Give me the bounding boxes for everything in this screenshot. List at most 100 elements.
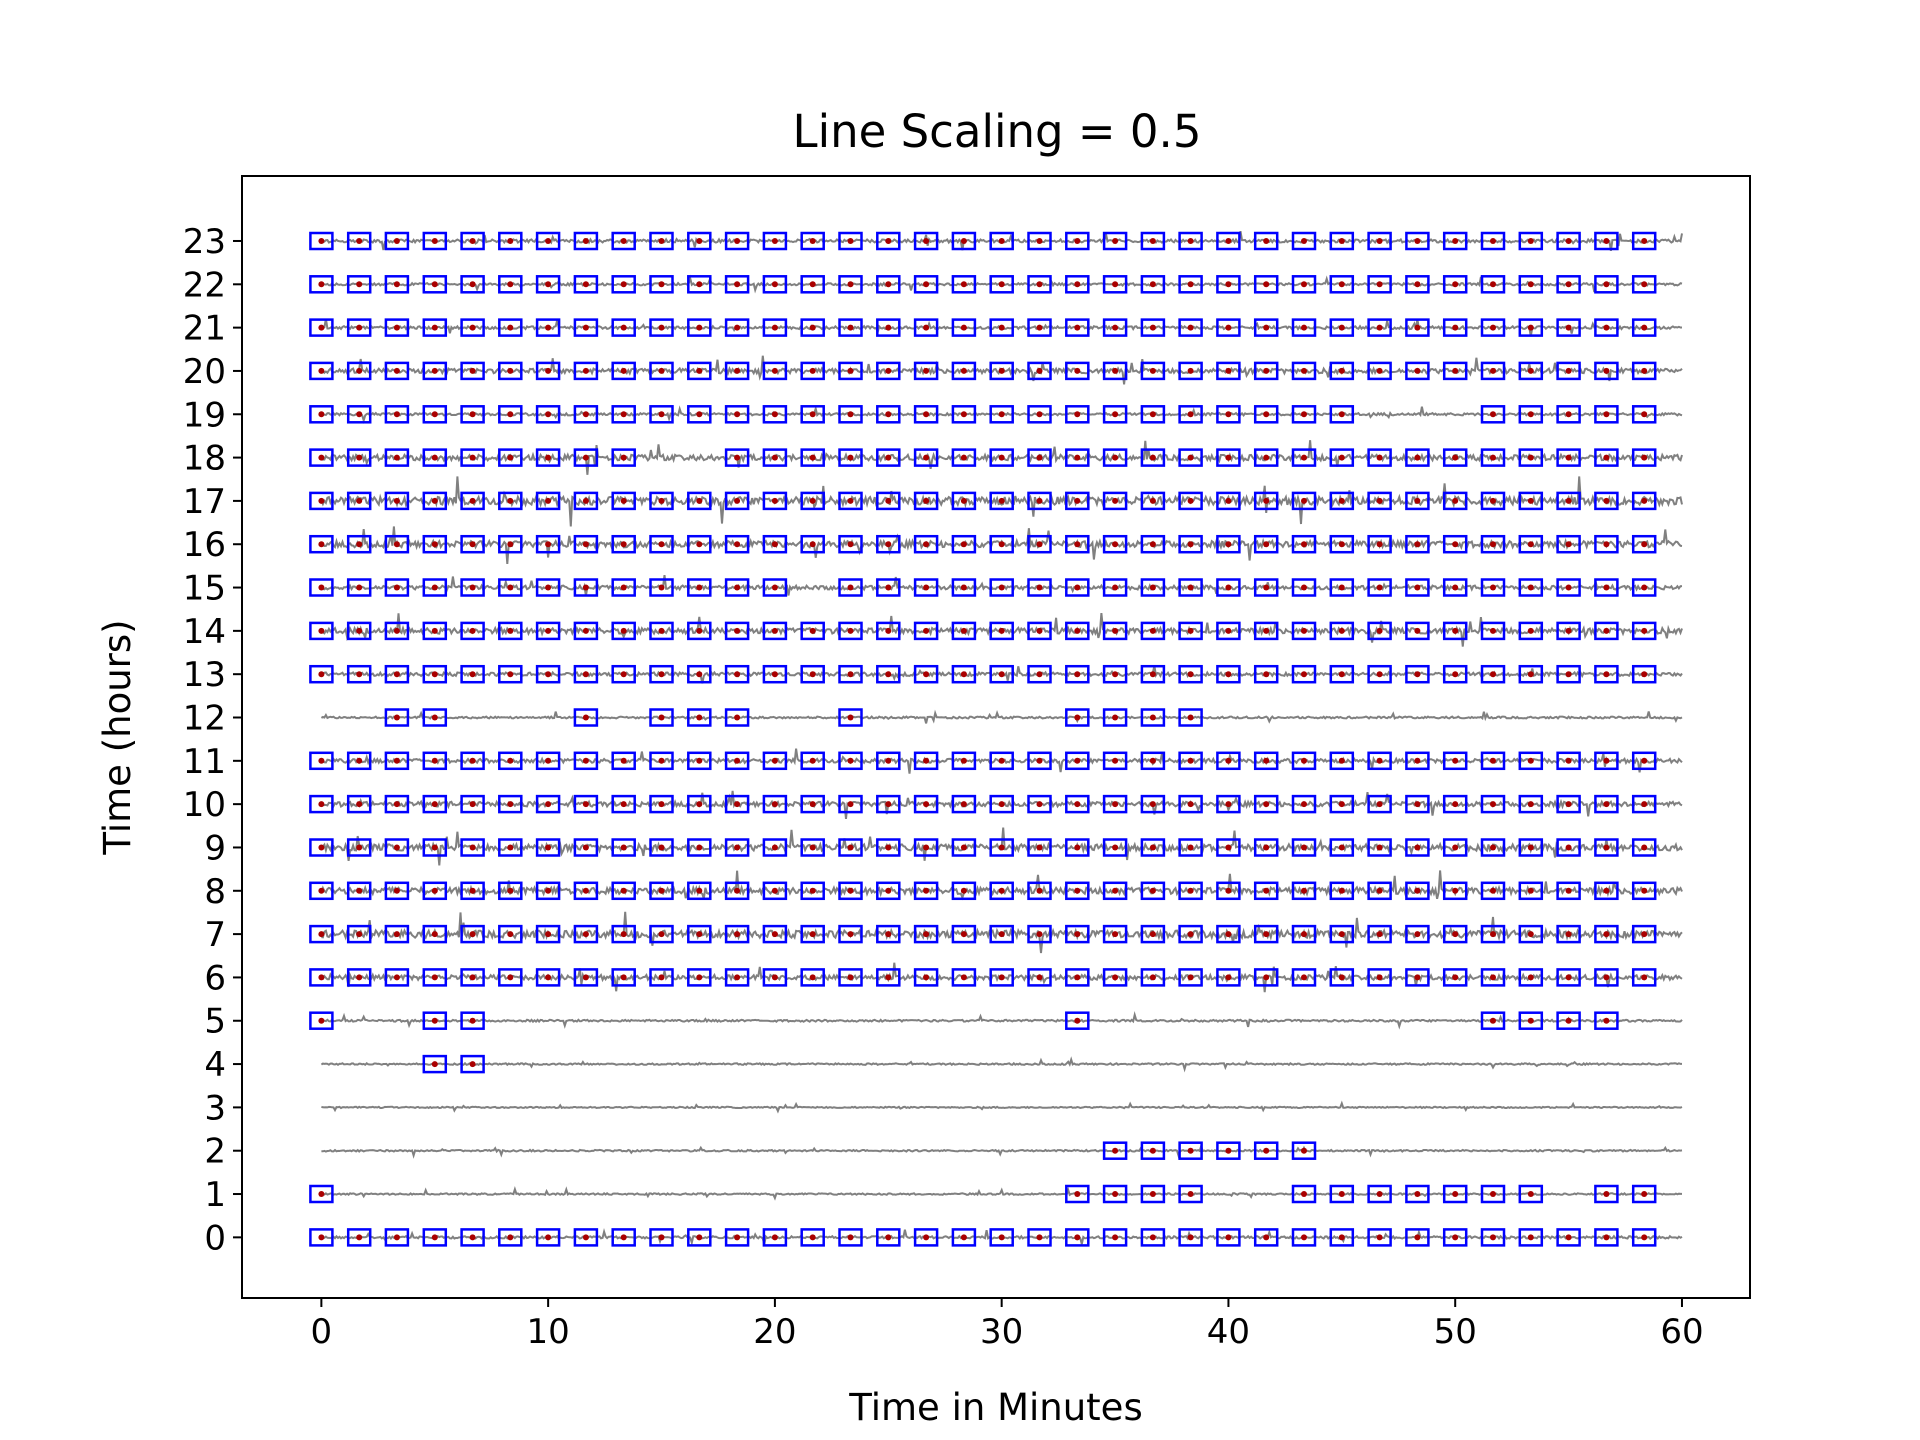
detection-box — [762, 534, 788, 554]
detection-dot — [582, 541, 589, 548]
detection-box — [1594, 448, 1619, 467]
detection-dot — [1641, 887, 1648, 894]
detection-dot — [696, 627, 703, 634]
detection-dot — [1414, 497, 1421, 504]
detection-dot — [1225, 801, 1232, 808]
detection-dot — [545, 931, 552, 938]
detection-dot — [1225, 454, 1232, 461]
detection-box — [1442, 751, 1468, 771]
detection-dot — [1338, 367, 1345, 374]
detection-dot — [1452, 801, 1459, 808]
detection-dot — [960, 757, 967, 764]
detection-box — [687, 405, 712, 424]
detection-dot — [582, 281, 589, 288]
detection-box — [913, 361, 939, 381]
detection-dot — [696, 281, 703, 288]
detection-dot — [1112, 801, 1119, 808]
detection-box — [1102, 534, 1128, 554]
detection-dot — [356, 238, 363, 244]
detection-box — [800, 1228, 825, 1247]
detection-dot — [1603, 281, 1610, 288]
detection-box — [687, 968, 712, 987]
detection-box — [1480, 1184, 1506, 1204]
detection-box — [1367, 275, 1392, 294]
detection-dot — [545, 324, 552, 331]
detection-dot — [1452, 238, 1459, 244]
detection-dot — [1225, 411, 1232, 418]
detection-dot — [1187, 411, 1194, 418]
detection-box — [1216, 794, 1241, 814]
detection-dot — [1452, 931, 1459, 938]
detection-box — [573, 534, 599, 554]
detection-dot — [923, 887, 930, 894]
detection-box — [1518, 794, 1544, 814]
detection-box — [1291, 881, 1317, 901]
detection-box — [687, 664, 712, 684]
detection-box — [1518, 448, 1544, 467]
detection-box — [1442, 448, 1468, 467]
detection-dot — [1527, 238, 1534, 244]
detection-box — [498, 448, 523, 467]
detection-box — [611, 318, 636, 337]
detection-dot — [1225, 931, 1232, 938]
detection-dot — [318, 584, 325, 591]
detection-box — [951, 621, 977, 641]
detection-dot — [1565, 281, 1572, 288]
detection-box — [762, 881, 788, 901]
detection-dot — [734, 541, 741, 548]
detection-dot — [1338, 931, 1345, 938]
detection-box — [989, 838, 1014, 857]
detection-dot — [1225, 238, 1232, 244]
detection-dot — [847, 454, 854, 461]
detection-box — [1065, 924, 1090, 944]
detection-box — [1594, 1184, 1619, 1204]
detection-dot — [847, 671, 854, 678]
detection-dot — [1036, 757, 1043, 764]
detection-box — [422, 491, 448, 511]
detection-box — [1065, 448, 1090, 467]
detection-dot — [1527, 497, 1534, 504]
detection-dot — [582, 627, 589, 634]
detection-dot — [1490, 1017, 1496, 1024]
detection-box — [1518, 881, 1544, 901]
detection-dot — [620, 801, 627, 808]
detection-dot — [620, 671, 627, 678]
detection-box — [913, 968, 939, 987]
detection-box — [573, 621, 599, 641]
detection-box — [1253, 275, 1279, 294]
detection-dot — [1490, 974, 1496, 981]
detection-dot — [582, 411, 589, 418]
detection-box — [1594, 881, 1619, 901]
detection-box — [309, 924, 334, 944]
detection-dot — [431, 411, 438, 418]
detection-dot — [1149, 541, 1156, 548]
detection-dot — [1301, 931, 1307, 938]
detection-box — [1480, 881, 1506, 901]
detection-dot — [809, 411, 816, 418]
detection-dot — [1641, 541, 1648, 548]
detection-box — [1367, 361, 1392, 381]
detection-dot — [356, 627, 363, 634]
detection-box — [498, 794, 523, 814]
detection-dot — [507, 757, 514, 764]
detection-box — [573, 578, 599, 597]
detection-box — [1367, 1184, 1392, 1204]
trace-hour-3 — [321, 1100, 1683, 1114]
detection-dot — [1452, 974, 1459, 981]
detection-box — [1291, 621, 1317, 641]
detection-box — [309, 1011, 334, 1030]
detection-dot — [1112, 238, 1119, 244]
detection-dot — [1301, 757, 1307, 764]
detection-box — [611, 231, 636, 251]
detection-dot — [885, 671, 892, 678]
detection-box — [951, 318, 977, 337]
detection-box — [1178, 1184, 1203, 1204]
detection-box — [724, 361, 750, 381]
detection-dot — [393, 887, 400, 894]
detection-dot — [1338, 281, 1345, 288]
detection-box — [649, 664, 674, 684]
y-tick-label: 12 — [183, 699, 226, 739]
detection-box — [422, 881, 448, 901]
detection-dot — [923, 671, 930, 678]
detection-box — [1480, 534, 1506, 554]
